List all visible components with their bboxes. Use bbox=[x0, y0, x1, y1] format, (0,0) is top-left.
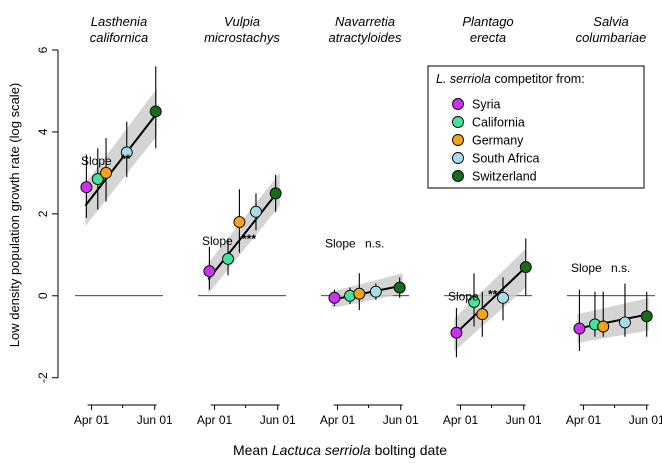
slope-label-3: Slope bbox=[448, 289, 479, 303]
x-axis-label-suffix: bolting date bbox=[371, 442, 447, 458]
confidence-band-2 bbox=[331, 273, 403, 309]
panel-title-line1-4: Salvia bbox=[593, 14, 628, 29]
point-0-4 bbox=[149, 105, 162, 118]
point-3-3 bbox=[497, 291, 509, 304]
x-tick-label-1-0: Apr 01 bbox=[197, 413, 233, 427]
point-2-4 bbox=[393, 281, 406, 294]
point-0-0 bbox=[80, 181, 93, 194]
point-0-1 bbox=[91, 173, 104, 185]
point-0-3 bbox=[120, 146, 133, 159]
fit-line-1 bbox=[207, 188, 281, 281]
point-1-4 bbox=[269, 187, 282, 200]
slope-sig-4: n.s. bbox=[611, 261, 630, 275]
legend: L. serriola competitor from: Syria Califor… bbox=[427, 65, 645, 189]
x-tick-label-3-0: Apr 01 bbox=[443, 413, 479, 427]
point-1-3 bbox=[250, 205, 262, 218]
y-tick-label-2: 2 bbox=[36, 210, 50, 217]
point-3-1 bbox=[468, 295, 480, 308]
legend-marker-2 bbox=[452, 134, 464, 146]
x-axis-label: Mean Lactuca serriola bolting date bbox=[233, 442, 447, 458]
x-tick-label-4-1: Jun 01 bbox=[629, 413, 662, 427]
x-axis-label-italic: Lactuca serriola bbox=[272, 442, 371, 458]
point-4-3 bbox=[619, 316, 631, 329]
x-tick-label-4-0: Apr 01 bbox=[566, 413, 602, 427]
point-1-0 bbox=[203, 265, 216, 278]
legend-entry-3: South Africa bbox=[472, 152, 539, 166]
point-2-2 bbox=[353, 287, 366, 300]
y-tick-label-4: 6 bbox=[36, 46, 50, 53]
point-3-0 bbox=[450, 326, 463, 339]
point-4-2 bbox=[597, 320, 610, 333]
legend-title: L. serriola competitor from: bbox=[436, 72, 585, 86]
slope-label-0: Slope bbox=[81, 154, 112, 168]
point-1-1 bbox=[222, 252, 234, 265]
slope-sig-0: ** bbox=[121, 152, 131, 166]
x-tick-label-0-0: Apr 01 bbox=[74, 413, 110, 427]
legend-title-italic: L. serriola bbox=[436, 72, 491, 86]
y-tick-label-1: 0 bbox=[36, 292, 50, 299]
panel-title-line2-2: atractyloides bbox=[329, 30, 402, 45]
panel-title-line2-0: californica bbox=[90, 30, 149, 45]
legend-marker-0 bbox=[452, 98, 464, 110]
point-0-2 bbox=[100, 166, 113, 179]
panel-title-line2-3: erecta bbox=[470, 30, 506, 45]
legend-entry-2: Germany bbox=[472, 134, 524, 148]
legend-marker-4 bbox=[452, 170, 464, 182]
panel-title-line2-4: columbariae bbox=[576, 30, 647, 45]
legend-title-rest: competitor from: bbox=[491, 72, 585, 86]
point-3-4 bbox=[519, 261, 532, 274]
point-4-4 bbox=[640, 310, 653, 323]
x-tick-label-2-1: Jun 01 bbox=[383, 413, 419, 427]
slope-sig-3: ** bbox=[488, 287, 498, 301]
panel-title-line1-1: Vulpia bbox=[224, 14, 260, 29]
y-tick-label-0: -2 bbox=[36, 372, 50, 383]
legend-box bbox=[427, 65, 645, 189]
point-2-3 bbox=[369, 285, 382, 298]
point-2-0 bbox=[328, 291, 341, 304]
legend-marker-3 bbox=[452, 152, 464, 164]
slope-label-2: Slope bbox=[325, 236, 356, 250]
y-tick-label-3: 4 bbox=[36, 128, 50, 135]
fit-line-2 bbox=[331, 284, 403, 301]
legend-entry-1: California bbox=[472, 116, 525, 130]
point-4-0 bbox=[573, 322, 586, 335]
confidence-band-4 bbox=[577, 297, 649, 343]
panel-title-line1-2: Navarretia bbox=[335, 14, 395, 29]
slope-sig-1: *** bbox=[242, 232, 256, 246]
panel-title-line2-1: microstachys bbox=[204, 30, 280, 45]
point-3-2 bbox=[476, 308, 489, 321]
x-tick-label-2-0: Apr 01 bbox=[320, 413, 356, 427]
point-1-2 bbox=[233, 216, 246, 228]
slope-label-4: Slope bbox=[571, 261, 602, 275]
x-tick-label-3-1: Jun 01 bbox=[506, 413, 542, 427]
fit-line-3 bbox=[453, 266, 527, 336]
legend-entry-4: Switzerland bbox=[472, 170, 537, 184]
panel-title-line1-0: Lasthenia bbox=[91, 14, 147, 29]
panel-title-line1-3: Plantago bbox=[462, 14, 513, 29]
y-axis: -2 0 2 4 6 bbox=[36, 46, 59, 383]
y-axis-label: Low density population growth rate (log … bbox=[7, 83, 22, 347]
x-tick-label-0-1: Jun 01 bbox=[137, 413, 173, 427]
confidence-band-0 bbox=[85, 88, 157, 227]
legend-entry-0: Syria bbox=[472, 98, 501, 112]
x-tick-label-1-1: Jun 01 bbox=[260, 413, 296, 427]
x-axis-label-prefix: Mean bbox=[233, 442, 272, 458]
legend-marker-1 bbox=[452, 116, 464, 128]
slope-label-1: Slope bbox=[202, 234, 233, 248]
slope-sig-2: n.s. bbox=[365, 236, 384, 250]
